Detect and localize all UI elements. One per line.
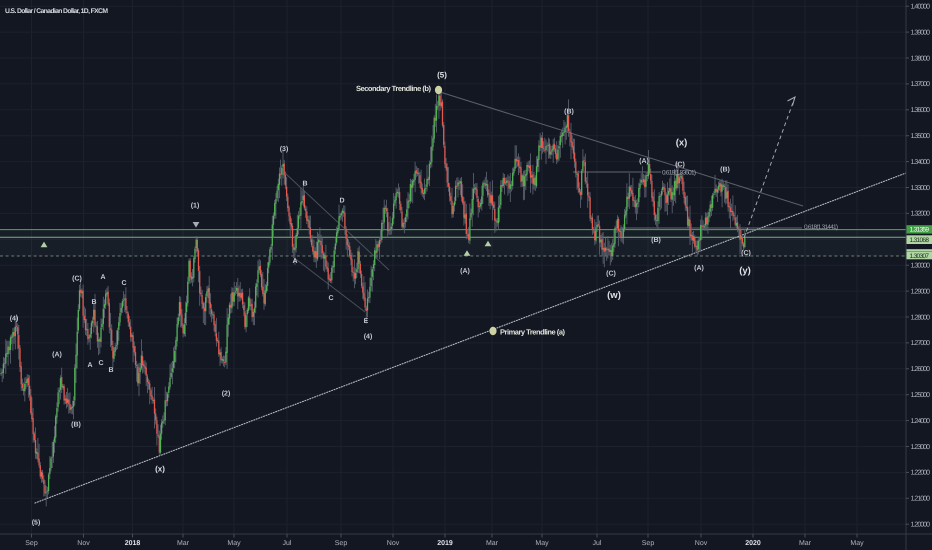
svg-text:E: E [364, 318, 369, 325]
svg-text:A: A [87, 362, 92, 369]
svg-text:1.29000: 1.29000 [911, 288, 931, 295]
svg-text:May: May [227, 540, 241, 547]
svg-text:(A): (A) [639, 157, 649, 165]
svg-text:Nov: Nov [387, 540, 400, 547]
svg-text:(A): (A) [52, 351, 62, 359]
svg-text:Sep: Sep [25, 540, 38, 547]
svg-text:Nov: Nov [77, 540, 90, 547]
svg-text:Sep: Sep [642, 540, 655, 547]
svg-text:(y): (y) [739, 266, 751, 277]
svg-text:(C): (C) [741, 249, 751, 257]
svg-text:(B): (B) [71, 421, 81, 429]
svg-text:0.618(1.33601): 0.618(1.33601) [662, 169, 696, 176]
svg-text:1.31068: 1.31068 [910, 237, 930, 244]
svg-text:B: B [108, 367, 113, 374]
svg-text:1.27000: 1.27000 [911, 340, 931, 347]
svg-text:D: D [339, 198, 344, 205]
svg-text:(A): (A) [694, 264, 704, 272]
svg-text:1.37000: 1.37000 [911, 81, 931, 88]
svg-text:0.618(1.31441): 0.618(1.31441) [804, 224, 838, 231]
svg-text:1.26000: 1.26000 [911, 366, 931, 373]
svg-text:1.22000: 1.22000 [911, 470, 931, 477]
svg-text:Mar: Mar [799, 540, 812, 547]
svg-text:1.24000: 1.24000 [911, 418, 931, 425]
svg-text:B: B [302, 181, 307, 188]
svg-text:C: C [328, 295, 333, 302]
svg-text:1.21000: 1.21000 [911, 496, 931, 503]
svg-text:1.23000: 1.23000 [911, 444, 931, 451]
svg-text:1.31359: 1.31359 [910, 227, 930, 234]
svg-text:1.32000: 1.32000 [911, 211, 931, 218]
svg-text:1.40000: 1.40000 [911, 4, 931, 11]
svg-text:Mar: Mar [177, 540, 190, 547]
svg-text:1.35000: 1.35000 [911, 133, 931, 140]
svg-text:(4): (4) [364, 333, 373, 341]
svg-text:C: C [121, 280, 126, 287]
svg-text:1.25000: 1.25000 [911, 392, 931, 399]
svg-text:(C): (C) [72, 275, 82, 283]
svg-text:(4): (4) [10, 315, 19, 323]
svg-text:(C): (C) [606, 270, 616, 278]
svg-text:1.30307: 1.30307 [910, 253, 930, 260]
svg-text:(B): (B) [651, 236, 661, 244]
svg-text:(5): (5) [437, 71, 447, 80]
svg-text:(C): (C) [675, 161, 685, 169]
svg-text:1.38000: 1.38000 [911, 55, 931, 62]
svg-text:Sep: Sep [335, 540, 348, 547]
svg-text:May: May [535, 540, 549, 547]
svg-text:(5): (5) [32, 519, 41, 527]
svg-text:(w): (w) [607, 290, 621, 301]
svg-text:1.28000: 1.28000 [911, 314, 931, 321]
svg-text:2020: 2020 [745, 540, 761, 547]
svg-text:Secondary Trendline (b): Secondary Trendline (b) [356, 84, 432, 93]
svg-text:2018: 2018 [125, 540, 141, 547]
svg-text:Nov: Nov [695, 540, 708, 547]
svg-text:2019: 2019 [437, 540, 453, 547]
svg-text:(A): (A) [460, 267, 470, 275]
svg-text:1.33000: 1.33000 [911, 185, 931, 192]
svg-text:Mar: Mar [486, 540, 499, 547]
svg-text:(1): (1) [191, 202, 200, 210]
svg-text:Jul: Jul [283, 539, 292, 547]
svg-text:May: May [850, 540, 864, 547]
svg-text:(3): (3) [280, 145, 289, 153]
svg-text:1.39000: 1.39000 [911, 29, 931, 36]
svg-text:A: A [100, 274, 105, 281]
svg-text:(x): (x) [155, 465, 165, 474]
svg-text:(2): (2) [222, 390, 231, 398]
svg-text:(B): (B) [564, 108, 574, 116]
svg-text:B: B [91, 299, 96, 306]
svg-text:1.30000: 1.30000 [911, 263, 931, 270]
svg-text:(B): (B) [720, 166, 730, 174]
svg-text:C: C [98, 360, 103, 367]
svg-text:Primary Trendline (a): Primary Trendline (a) [500, 328, 566, 337]
svg-text:1.36000: 1.36000 [911, 107, 931, 114]
svg-text:(x): (x) [676, 138, 688, 149]
svg-text:A: A [292, 258, 297, 265]
svg-text:1.34000: 1.34000 [911, 159, 931, 166]
svg-text:1.20000: 1.20000 [911, 522, 931, 529]
svg-text:Jul: Jul [593, 539, 602, 547]
svg-text:U.S. Dollar / Canadian Dollar,: U.S. Dollar / Canadian Dollar, 1D, FXCM [5, 8, 108, 15]
